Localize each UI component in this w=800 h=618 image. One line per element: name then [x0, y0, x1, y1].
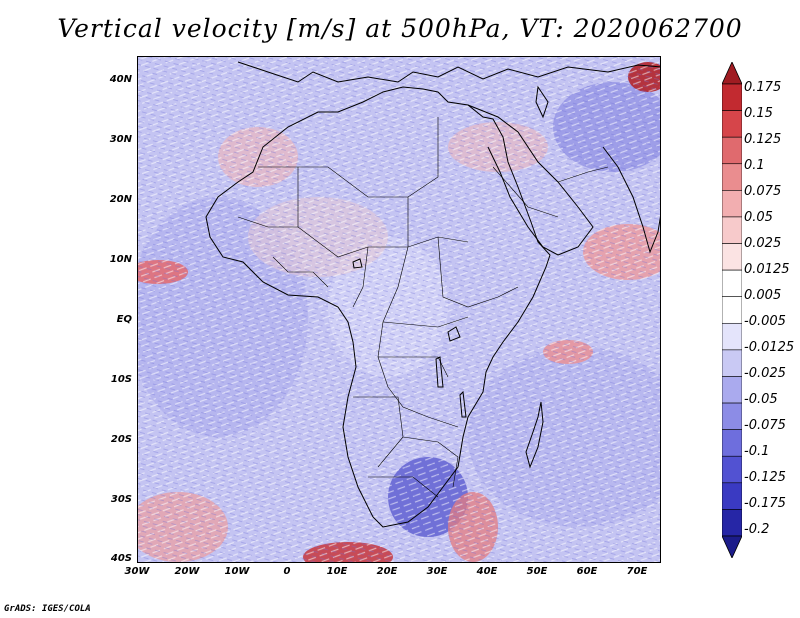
colorbar-label: -0.125	[744, 470, 786, 485]
colorbar-label: 0.0125	[744, 262, 790, 277]
colorbar-swatch	[722, 190, 742, 218]
europe-coastline	[237, 61, 660, 83]
lat-tick-label: 10N	[109, 254, 132, 265]
colorbar-swatch	[722, 349, 742, 377]
arabia-coastline	[467, 104, 594, 256]
lon-tick-label: 10E	[326, 566, 348, 577]
map-title: Vertical velocity [m/s] at 500hPa, VT: 2…	[57, 14, 743, 43]
colorbar-label: 0.15	[744, 106, 773, 121]
colorbar-swatch	[722, 243, 742, 271]
coastlines	[205, 61, 660, 528]
colorbar-swatch	[722, 376, 742, 404]
lon-tick-label: 10W	[224, 566, 250, 577]
colorbar-swatch	[722, 455, 742, 484]
lake-malawi	[459, 390, 467, 418]
colorbar-label: 0.175	[744, 80, 782, 95]
colorbar-label: 0.025	[744, 236, 782, 251]
colorbar-label: -0.05	[744, 392, 778, 407]
colorbar	[722, 62, 742, 558]
madagascar-coastline	[525, 401, 544, 469]
country-borders	[237, 117, 609, 498]
lon-tick-label: 30W	[124, 566, 150, 577]
field-texture-dark	[138, 57, 660, 562]
colorbar-swatch	[722, 322, 742, 351]
lon-tick-label: 40E	[476, 566, 498, 577]
lake-chad	[352, 258, 363, 269]
colorbar-swatch	[722, 136, 742, 165]
lat-tick-label: 30S	[110, 494, 132, 505]
colorbar-swatch	[722, 509, 742, 537]
map-plot-area	[137, 56, 661, 563]
colorbar-swatch	[722, 402, 742, 430]
lat-tick-label: 40S	[110, 553, 132, 564]
colorbar-label: 0.1	[744, 158, 765, 173]
grads-credit: GrADS: IGES/COLA	[4, 604, 91, 614]
colorbar-label: 0.005	[744, 288, 782, 303]
caspian-coastline	[535, 85, 549, 119]
colorbar-swatch	[722, 296, 742, 324]
colorbar-label: 0.125	[744, 132, 782, 147]
lon-tick-label: 20E	[376, 566, 398, 577]
lat-tick-label: 20S	[110, 434, 132, 445]
colorbar-swatch	[722, 83, 742, 111]
colorbar-label: -0.075	[744, 418, 786, 433]
colorbar-label: -0.175	[744, 496, 786, 511]
colorbar-label: -0.2	[744, 522, 770, 537]
lat-tick-label: 20N	[109, 194, 132, 205]
colorbar-swatch	[722, 163, 742, 191]
colorbar-label: 0.075	[744, 184, 782, 199]
colorbar-swatch	[722, 216, 742, 244]
colorbar-swatch	[722, 110, 742, 138]
lat-tick-label: 40N	[109, 74, 132, 85]
colorbar-swatch	[722, 482, 742, 510]
lon-tick-label: 50E	[526, 566, 548, 577]
colorbar-label: -0.005	[744, 314, 786, 329]
velocity-field-map	[138, 57, 660, 562]
lake-victoria	[447, 326, 461, 342]
colorbar-label: 0.05	[744, 210, 773, 225]
colorbar-swatch	[722, 269, 742, 298]
colorbar-label: -0.1	[744, 444, 770, 459]
africa-coastline	[205, 86, 551, 528]
colorbar-label: -0.0125	[744, 340, 795, 355]
lon-tick-label: 0	[283, 566, 291, 577]
lon-tick-label: 20W	[174, 566, 200, 577]
colorbar-label: -0.025	[744, 366, 786, 381]
lat-tick-label: 10S	[110, 374, 132, 385]
india-coastline	[602, 146, 660, 254]
lake-tanganyika	[435, 356, 444, 388]
colorbar-swatch	[722, 429, 742, 457]
lat-tick-label: EQ	[116, 314, 132, 325]
lat-tick-label: 30N	[109, 134, 132, 145]
lon-tick-label: 70E	[626, 566, 648, 577]
colorbar-bottom-arrow	[722, 535, 742, 558]
colorbar-top-arrow	[722, 62, 742, 85]
lon-tick-label: 60E	[576, 566, 598, 577]
lon-tick-label: 30E	[426, 566, 448, 577]
